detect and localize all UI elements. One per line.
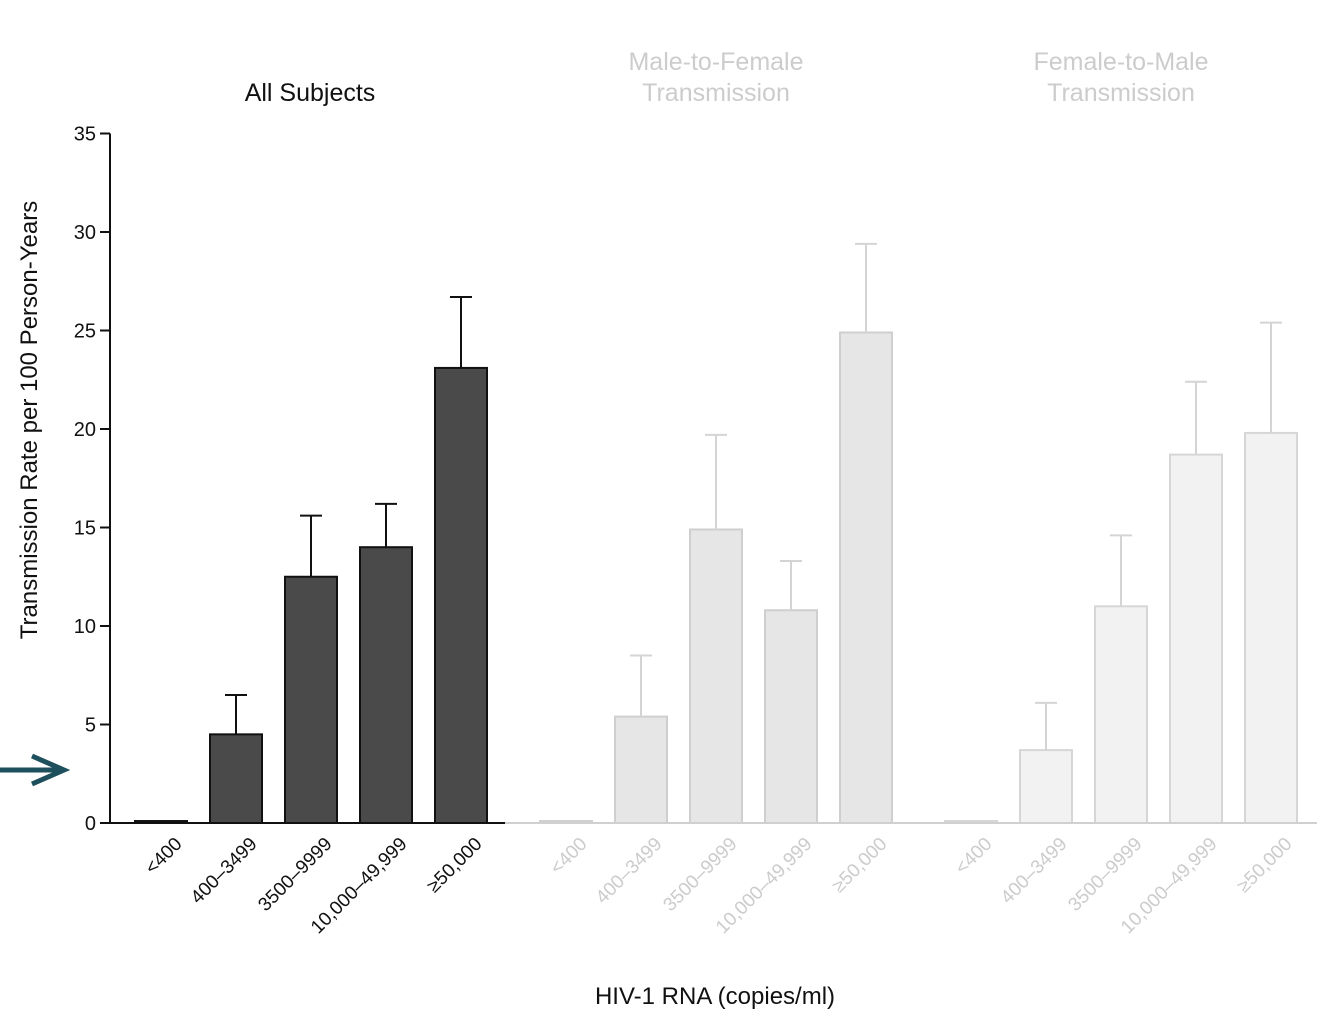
bar-1-1	[614, 715, 668, 824]
y-tick-label-6: 30	[74, 222, 96, 244]
category-label-1-2: 3500–9999	[659, 834, 741, 916]
bar-2-1	[1019, 749, 1073, 824]
category-label-0-0: <400	[141, 834, 186, 879]
panel-title-line: Male-to-Female	[628, 48, 803, 76]
panel-title-0: All Subjects	[245, 79, 376, 107]
bar-2-2	[1094, 605, 1148, 824]
panel-title-line: Transmission	[1047, 79, 1195, 107]
bar-0-2	[284, 575, 338, 824]
y-tick-label-0: 0	[85, 813, 96, 835]
panel-title-line: Transmission	[642, 79, 790, 107]
category-label-2-2: 3500–9999	[1064, 834, 1146, 916]
bar-2-3	[1169, 453, 1223, 824]
panel-title-2: Female-to-Male Transmission	[1033, 48, 1208, 107]
category-label-2-4: ≥50,000	[1233, 834, 1296, 897]
y-tick-label-1: 5	[85, 715, 96, 737]
y-tick-label-5: 25	[74, 321, 96, 343]
panel-title-1: Male-to-Female Transmission	[628, 48, 803, 107]
category-label-1-1: 400–3499	[592, 834, 667, 909]
y-axis-title: Transmission Rate per 100 Person-Years	[16, 201, 43, 639]
category-label-1-0: <400	[546, 834, 591, 879]
bar-0-1	[209, 733, 263, 824]
bar-1-2	[689, 528, 743, 824]
y-tick-label-4: 20	[74, 419, 96, 441]
category-label-2-1: 400–3499	[997, 834, 1072, 909]
right-arrow-icon	[0, 753, 71, 787]
x-axis-title: HIV-1 RNA (copies/ml)	[595, 983, 835, 1010]
bar-0-3	[359, 546, 413, 824]
category-label-0-4: ≥50,000	[423, 834, 486, 897]
bar-1-4	[839, 331, 893, 824]
category-label-0-2: 3500–9999	[254, 834, 336, 916]
y-tick-label-7: 35	[74, 124, 96, 146]
bar-1-3	[764, 609, 818, 824]
bar-2-4	[1244, 431, 1298, 824]
panel-title-line: Female-to-Male	[1033, 48, 1208, 76]
bar-0-4	[434, 366, 488, 824]
y-tick-label-2: 10	[74, 616, 96, 638]
category-label-1-4: ≥50,000	[828, 834, 891, 897]
category-label-2-0: <400	[951, 834, 996, 879]
category-label-0-1: 400–3499	[187, 834, 262, 909]
y-tick-label-3: 15	[74, 518, 96, 540]
bars-layer	[134, 242, 1298, 825]
